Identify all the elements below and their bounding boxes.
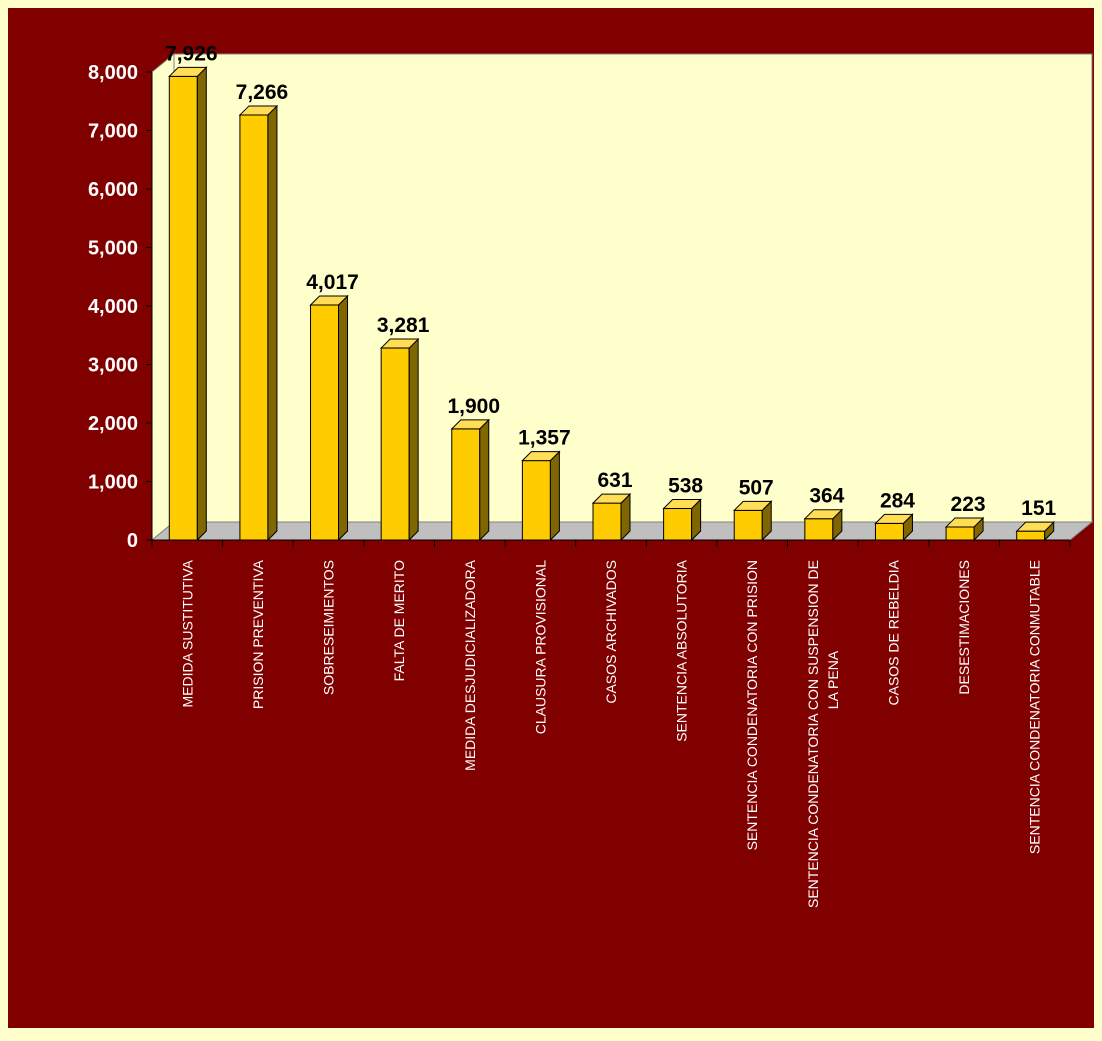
- x-tick-label: MEDIDA DESJUDICIALIZADORA: [462, 559, 478, 770]
- bar-side: [549, 450, 560, 542]
- bar-top: [803, 509, 844, 520]
- bar-side: [479, 418, 490, 542]
- x-tick-label: PRISION PREVENTIVA: [250, 559, 266, 709]
- y-tick-label: 4,000: [88, 296, 138, 318]
- x-tick-label: SENTENCIA CONDENATORIA CON SUSPENSION DE…: [805, 560, 841, 908]
- x-tick-label: CASOS ARCHIVADOS: [603, 560, 619, 704]
- bar-top: [944, 517, 985, 528]
- data-label: 631: [597, 469, 632, 492]
- bar-top: [309, 295, 349, 306]
- bar-top: [733, 500, 773, 511]
- bar-top: [450, 419, 490, 430]
- y-tick-label: 0: [127, 530, 138, 552]
- y-tick-label: 6,000: [88, 179, 138, 201]
- x-tick-label: DESESTIMACIONES: [956, 560, 972, 695]
- data-label: 1,900: [447, 395, 500, 418]
- data-label: 7,926: [165, 42, 218, 65]
- bar-side: [408, 337, 419, 542]
- bar: [804, 518, 834, 541]
- bar: [663, 508, 693, 541]
- x-tick-label: SENTENCIA ABSOLUTORIA: [674, 559, 690, 741]
- data-label: 7,266: [236, 81, 289, 104]
- bar: [239, 114, 269, 541]
- bar: [592, 502, 622, 541]
- bar-top: [168, 66, 208, 77]
- data-label: 538: [668, 475, 703, 498]
- y-tick-label: 2,000: [88, 413, 138, 435]
- bar-top: [238, 105, 279, 116]
- x-tick-label: CASOS DE REBELDIA: [885, 559, 901, 705]
- bar: [168, 75, 198, 541]
- bar: [945, 526, 975, 541]
- data-label: 364: [809, 485, 844, 508]
- bar-top: [874, 513, 914, 524]
- bar: [521, 460, 551, 541]
- data-label: 4,017: [306, 271, 359, 294]
- bar: [1016, 530, 1046, 541]
- data-label: 3,281: [377, 314, 430, 337]
- x-tick-label: FALTA DE MERITO: [391, 560, 407, 681]
- y-tick-label: 3,000: [88, 355, 138, 377]
- x-tick-label: SOBRESEIMIENTOS: [321, 560, 337, 695]
- bar: [451, 428, 481, 541]
- bar-side: [267, 104, 278, 542]
- x-tick-label: SENTENCIA CONDENATORIA CONMUTABLE: [1027, 560, 1043, 854]
- bar: [380, 347, 410, 541]
- y-tick-label: 5,000: [88, 238, 138, 260]
- y-tick-label: 1,000: [88, 472, 138, 494]
- bar: [733, 509, 763, 541]
- x-tick-label: SENTENCIA CONDENATORIA CON PRISION: [744, 560, 760, 850]
- x-tick-label: MEDIDA SUSTITUTIVA: [179, 559, 195, 707]
- bar-side: [196, 66, 207, 542]
- data-label: 151: [1021, 497, 1056, 520]
- bar: [874, 522, 904, 541]
- y-tick-label: 7,000: [88, 121, 138, 143]
- x-tick-label: CLAUSURA PROVISIONAL: [532, 560, 548, 734]
- bar-top: [1015, 521, 1055, 532]
- data-label: 284: [880, 489, 915, 512]
- bar-top: [662, 499, 702, 510]
- data-label: 223: [951, 493, 986, 516]
- bar-top: [591, 493, 632, 504]
- data-label: 1,357: [518, 427, 571, 450]
- bar-side: [338, 294, 349, 542]
- y-tick-label: 8,000: [88, 62, 138, 84]
- bar-top: [379, 338, 420, 349]
- bar-top: [521, 451, 561, 462]
- bar: [310, 304, 340, 541]
- data-label: 507: [739, 476, 774, 499]
